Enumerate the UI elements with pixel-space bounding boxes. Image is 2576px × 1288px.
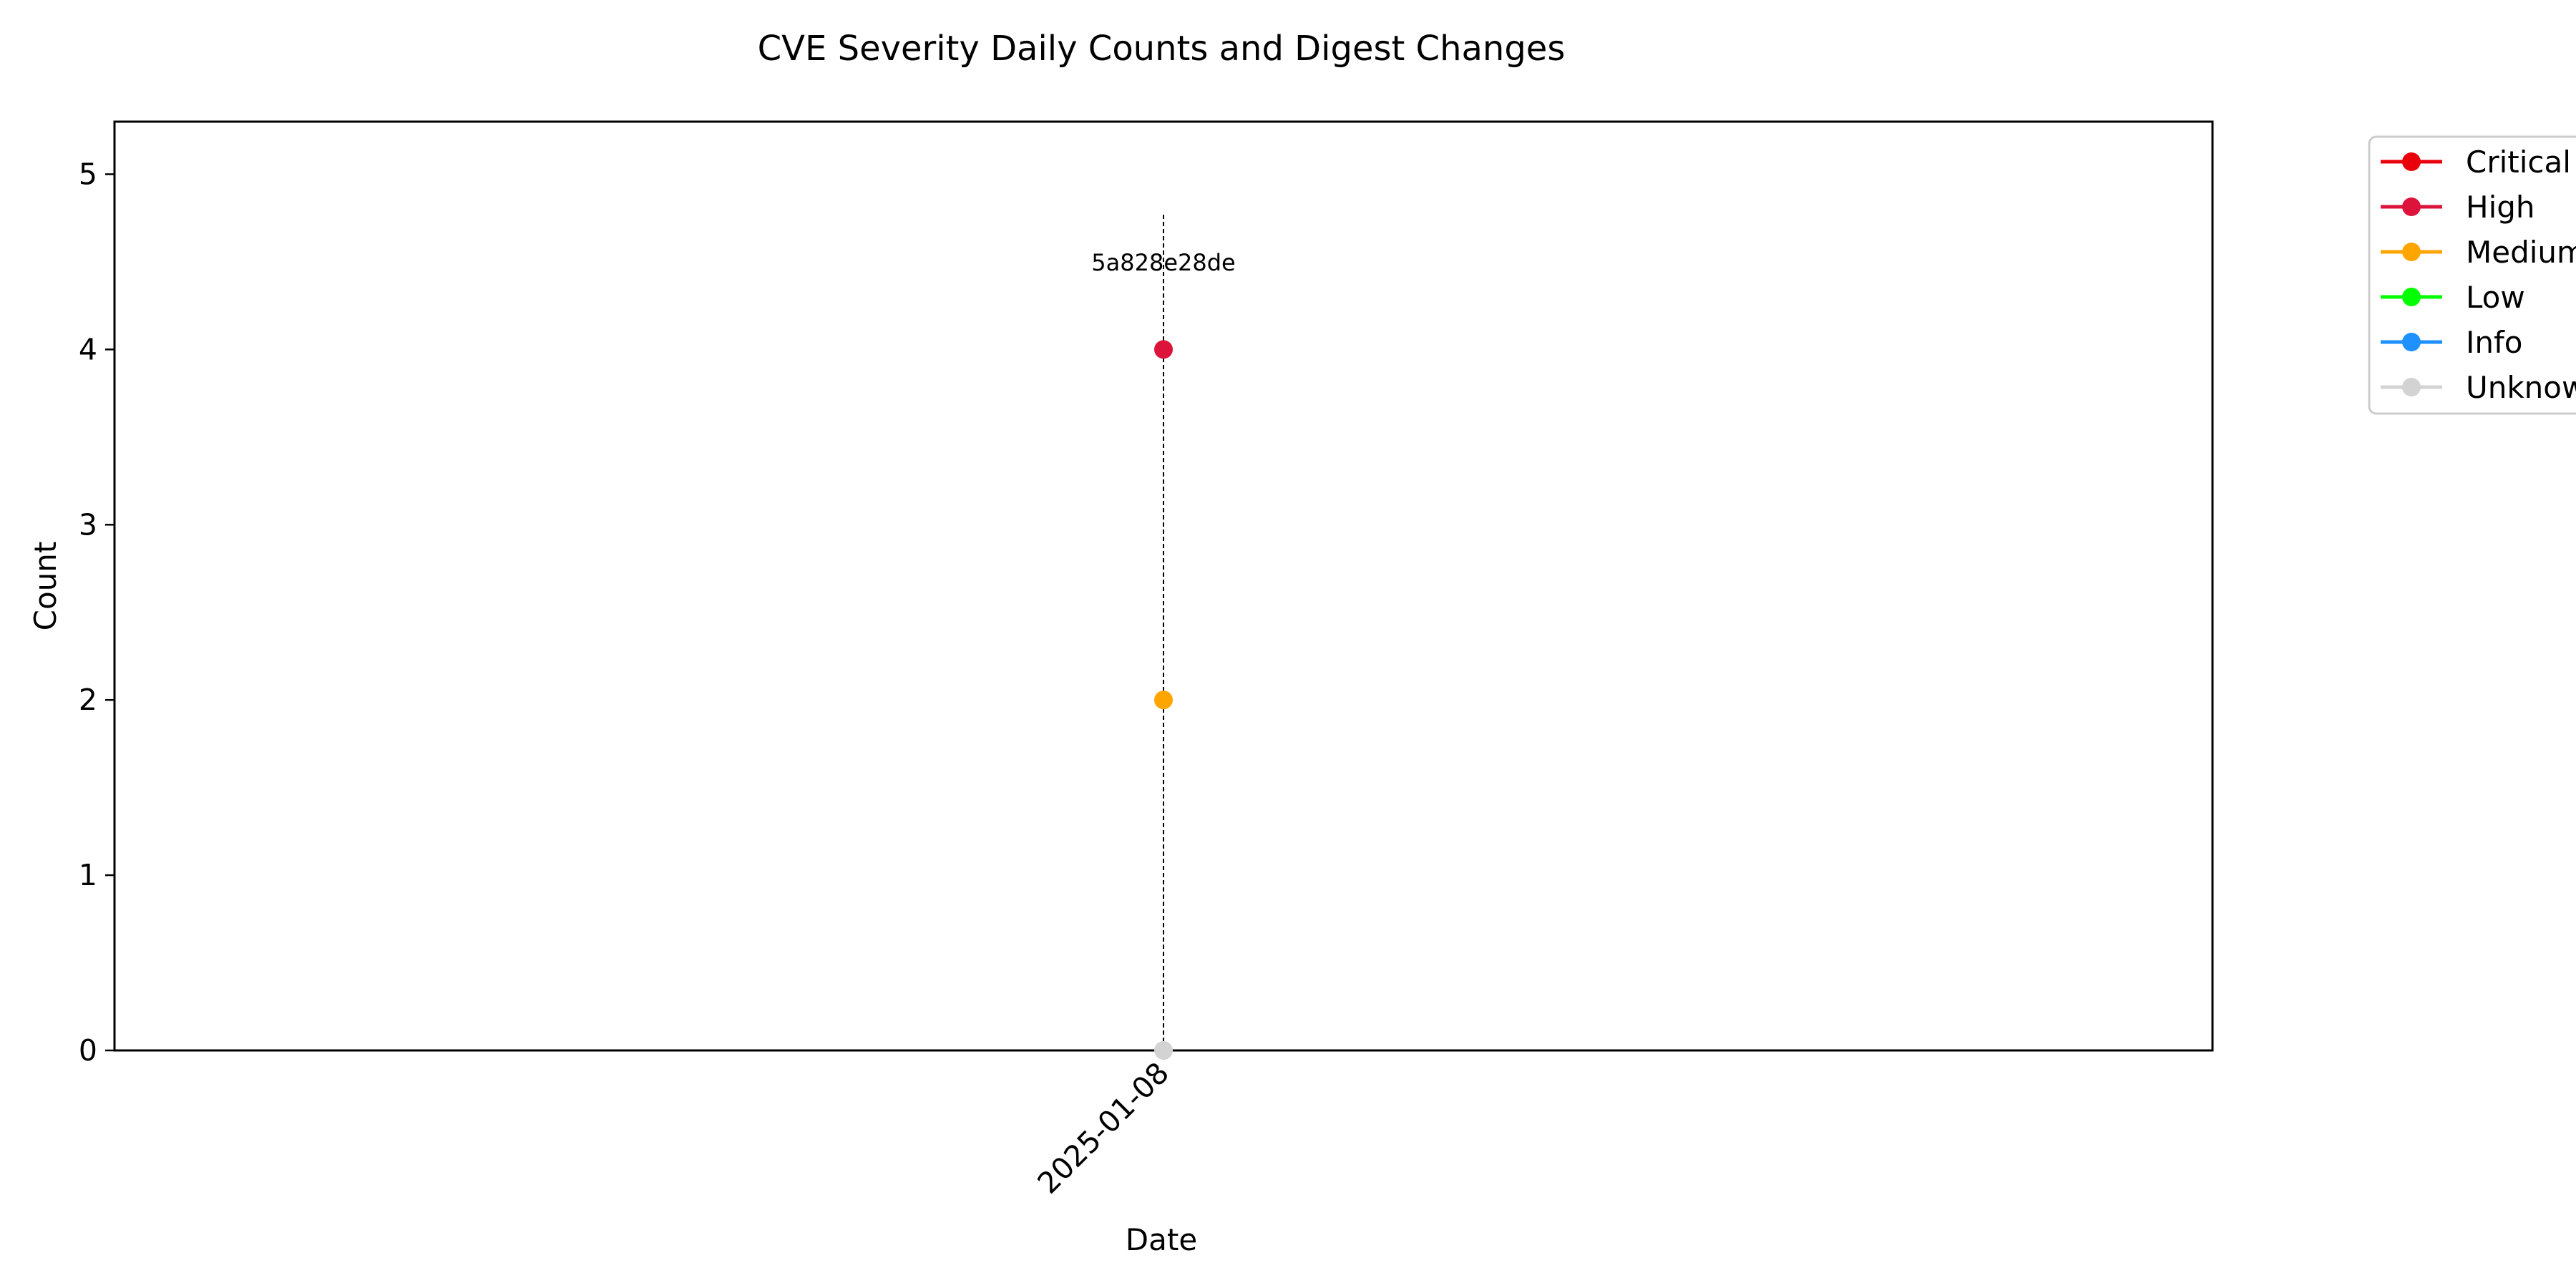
legend-label-info: Info (2466, 325, 2523, 360)
legend-marker-unknown (2402, 378, 2421, 396)
data-point-medium (1154, 691, 1173, 710)
data-point-unknown (1154, 1041, 1173, 1060)
legend-marker-high (2402, 197, 2421, 216)
y-tick-label: 0 (79, 1033, 97, 1068)
y-tick-label: 1 (79, 858, 97, 892)
x-axis: 2025-01-08 (1031, 1050, 1176, 1201)
legend-marker-info (2402, 333, 2421, 351)
digest-change-label: 5a828e28de (1091, 249, 1235, 276)
legend-marker-critical (2402, 152, 2421, 171)
data-point-high (1154, 340, 1173, 359)
x-tick-label: 2025-01-08 (1031, 1055, 1176, 1200)
legend: Critical High Medium Low Info Unknown (2368, 135, 2576, 415)
legend-label-medium: Medium (2466, 235, 2576, 270)
legend-marker-medium (2402, 243, 2421, 261)
legend-label-high: High (2466, 190, 2535, 225)
legend-label-low: Low (2466, 280, 2525, 315)
chart-title: CVE Severity Daily Counts and Digest Cha… (758, 29, 1566, 69)
y-tick-label: 3 (79, 507, 97, 542)
annotations: 5a828e28de (1091, 215, 1236, 1050)
y-tick-label: 5 (79, 157, 97, 191)
legend-label-critical: Critical (2466, 145, 2571, 180)
y-axis-label: Count (28, 542, 63, 631)
y-tick-label: 4 (79, 332, 97, 366)
legend-marker-low (2402, 288, 2421, 306)
x-axis-label: Date (1126, 1222, 1197, 1257)
legend-label-unknown: Unknown (2466, 370, 2576, 405)
y-tick-label: 2 (79, 683, 97, 717)
y-axis: 0 1 2 3 4 5 (79, 157, 114, 1068)
series-layer (1154, 340, 1173, 1060)
